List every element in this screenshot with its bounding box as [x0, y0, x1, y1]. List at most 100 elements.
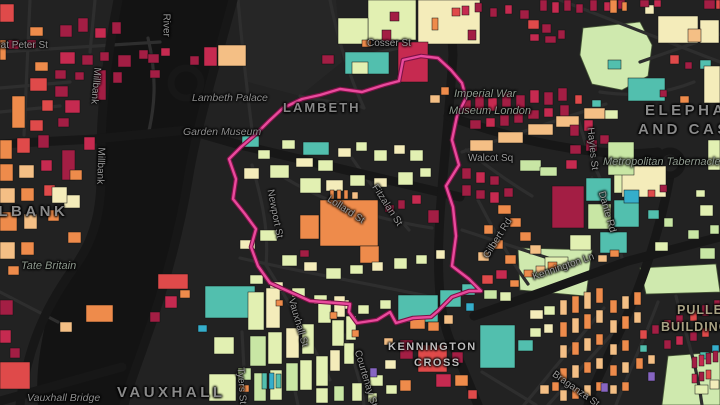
building[interactable] — [698, 354, 705, 367]
building[interactable] — [705, 369, 712, 380]
building[interactable] — [543, 305, 556, 316]
building[interactable] — [57, 117, 70, 128]
building[interactable] — [351, 61, 369, 75]
building[interactable] — [669, 54, 680, 65]
building[interactable] — [94, 69, 107, 101]
building[interactable] — [99, 51, 110, 62]
building[interactable] — [301, 323, 315, 355]
building[interactable] — [431, 17, 439, 31]
building[interactable] — [303, 261, 318, 272]
building[interactable] — [317, 159, 334, 172]
building[interactable] — [239, 239, 256, 250]
building[interactable] — [285, 362, 299, 392]
building[interactable] — [609, 384, 618, 395]
building[interactable] — [325, 179, 344, 192]
building[interactable] — [583, 361, 592, 374]
building[interactable] — [389, 11, 400, 22]
building[interactable] — [384, 359, 397, 370]
building[interactable] — [604, 109, 619, 120]
building[interactable] — [501, 91, 512, 108]
building[interactable] — [691, 373, 698, 384]
building[interactable] — [329, 189, 335, 200]
building[interactable] — [369, 367, 378, 378]
building[interactable] — [67, 231, 82, 244]
building[interactable] — [149, 69, 161, 79]
building[interactable] — [7, 39, 20, 50]
building[interactable] — [54, 85, 69, 98]
building[interactable] — [569, 144, 582, 155]
building[interactable] — [559, 389, 568, 402]
building[interactable] — [497, 204, 512, 215]
building[interactable] — [299, 214, 320, 240]
building[interactable] — [26, 39, 37, 49]
building[interactable] — [321, 54, 335, 65]
building[interactable] — [647, 371, 656, 382]
building[interactable] — [571, 364, 580, 379]
building[interactable] — [467, 389, 478, 400]
building[interactable] — [659, 184, 668, 193]
building[interactable] — [23, 213, 38, 230]
building[interactable] — [111, 21, 122, 35]
building[interactable] — [569, 124, 580, 137]
building[interactable] — [557, 29, 566, 40]
building[interactable] — [495, 269, 508, 280]
building[interactable] — [213, 336, 235, 355]
building[interactable] — [295, 157, 314, 168]
building[interactable] — [299, 177, 322, 194]
building[interactable] — [474, 94, 485, 111]
building[interactable] — [585, 177, 612, 202]
building[interactable] — [639, 0, 650, 8]
building[interactable] — [595, 333, 604, 346]
building[interactable] — [609, 364, 618, 377]
building[interactable] — [331, 319, 345, 347]
building[interactable] — [539, 166, 558, 177]
building[interactable] — [647, 189, 656, 198]
building[interactable] — [715, 0, 720, 10]
building[interactable] — [513, 111, 524, 124]
building[interactable] — [557, 87, 568, 102]
building[interactable] — [694, 384, 709, 395]
building[interactable] — [257, 149, 271, 160]
building[interactable] — [269, 164, 290, 179]
building[interactable] — [653, 0, 662, 8]
building[interactable] — [0, 139, 13, 160]
building[interactable] — [385, 384, 398, 395]
building[interactable] — [609, 299, 618, 314]
building[interactable] — [571, 387, 580, 400]
building[interactable] — [543, 91, 554, 106]
building[interactable] — [440, 86, 450, 96]
building[interactable] — [687, 28, 702, 43]
building[interactable] — [621, 339, 630, 352]
building[interactable] — [336, 189, 342, 200]
building[interactable] — [29, 119, 44, 132]
building[interactable] — [621, 381, 630, 392]
building[interactable] — [595, 287, 604, 304]
building[interactable] — [600, 382, 609, 393]
building[interactable] — [701, 327, 710, 338]
building[interactable] — [559, 299, 568, 316]
building[interactable] — [208, 373, 237, 402]
building[interactable] — [597, 254, 608, 263]
building[interactable] — [361, 39, 372, 48]
building[interactable] — [325, 267, 342, 280]
building[interactable] — [299, 249, 310, 258]
building[interactable] — [275, 373, 282, 389]
building[interactable] — [547, 261, 558, 270]
building[interactable] — [427, 209, 440, 224]
building[interactable] — [504, 4, 513, 15]
building[interactable] — [493, 239, 504, 250]
building[interactable] — [384, 204, 395, 213]
building[interactable] — [399, 379, 412, 392]
building[interactable] — [709, 379, 720, 390]
building[interactable] — [543, 323, 554, 334]
building[interactable] — [609, 249, 620, 258]
building[interactable] — [349, 264, 364, 275]
building[interactable] — [0, 361, 31, 390]
building[interactable] — [239, 384, 250, 393]
building[interactable] — [0, 211, 18, 232]
building[interactable] — [189, 55, 200, 66]
building[interactable] — [519, 231, 532, 242]
building[interactable] — [623, 189, 640, 204]
building[interactable] — [621, 1, 628, 12]
